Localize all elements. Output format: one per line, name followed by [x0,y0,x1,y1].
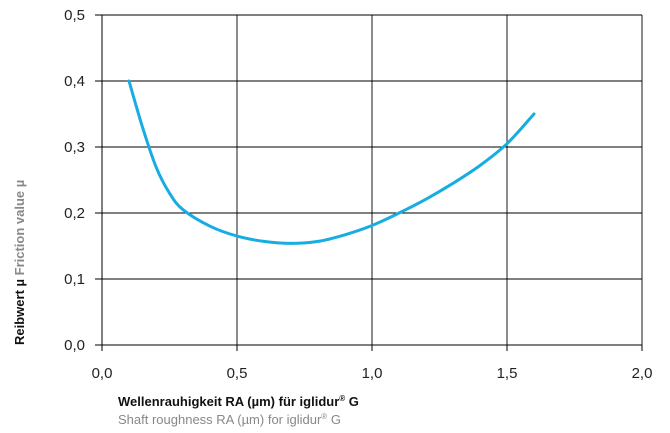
y-tick-label: 0,4 [64,73,85,90]
x-axis-label-secondary-sup: ® [321,412,327,421]
x-axis-label-secondary: Shaft roughness RA (µm) for iglidur® G [118,412,341,427]
y-tick-label: 0,3 [64,139,85,156]
y-tick-label: 0,2 [64,205,85,222]
grid [102,14,643,345]
axes [95,14,643,351]
x-tick-label: 1,0 [362,365,383,382]
x-axis-label-primary-text: Wellenrauhigkeit RA (µm) für iglidur [118,394,339,409]
friction-curve [127,79,536,245]
y-tick-label: 0,0 [64,337,85,354]
y-tick-label: 0,1 [64,271,85,288]
x-tick-label: 1,5 [497,365,518,382]
tick-labels: 0,0 0,5 1,0 1,5 2,0 0,0 0,1 0,2 0,3 0,4 0,5 [64,7,652,382]
x-axis-label-primary: Wellenrauhigkeit RA (µm) für iglidur® G [118,394,359,409]
series-layer [127,79,536,245]
y-tick-label: 0,5 [64,7,85,24]
y-axis-label-secondary: Friction value µ [12,180,27,279]
x-axis-label-primary-suffix: G [345,394,359,409]
y-axis-label-primary: Reibwert µ [12,279,27,345]
x-tick-label: 0,0 [92,365,113,382]
x-tick-label: 2,0 [632,365,653,382]
x-axis-label-primary-sup: ® [339,394,345,403]
x-axis-label-secondary-text: Shaft roughness RA (µm) for iglidur [118,412,322,427]
x-axis-label-secondary-suffix: G [327,412,341,427]
y-axis-label: Reibwert µ Friction value µ [12,180,27,345]
x-tick-label: 0,5 [227,365,248,382]
